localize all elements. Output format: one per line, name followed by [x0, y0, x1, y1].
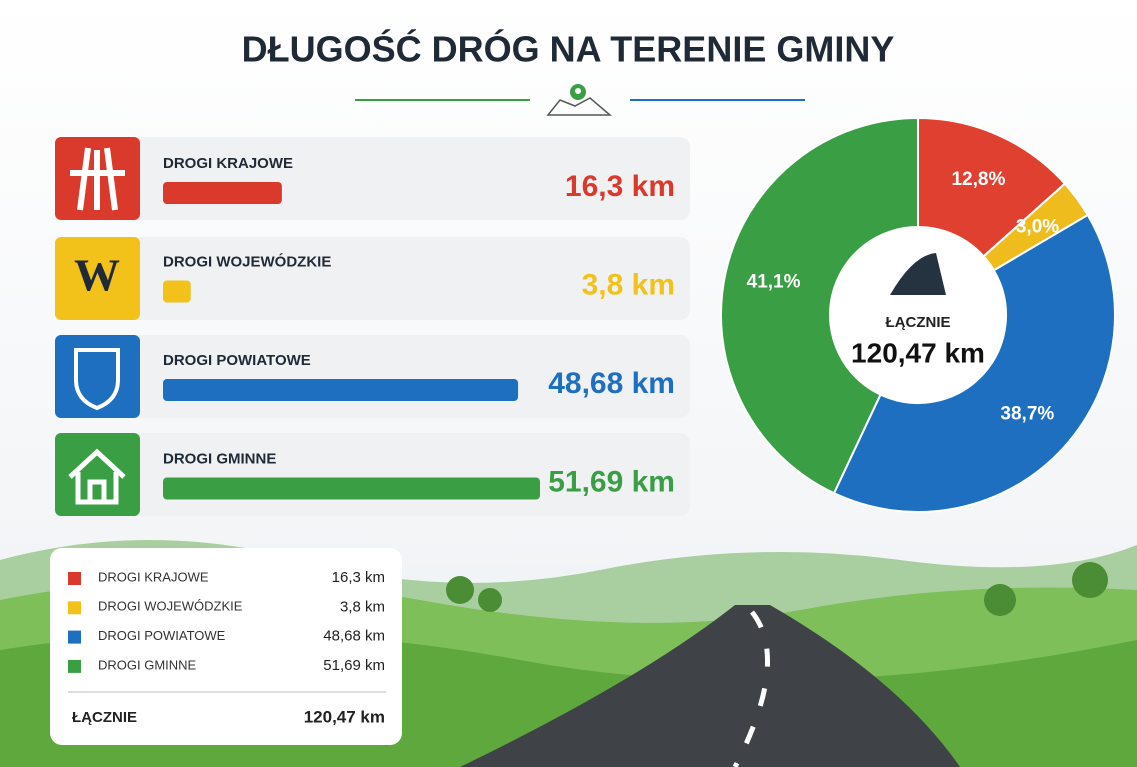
table-value: 16,3 km [332, 569, 385, 586]
title: DŁUGOŚĆ DRÓG NA TERENIE GMINY [242, 28, 895, 70]
svg-text:W: W [74, 250, 120, 301]
total-label: ŁĄCZNIE [72, 709, 137, 726]
table-box [50, 548, 402, 745]
slice-label: 3,0% [1016, 217, 1059, 238]
donut-hole [830, 227, 1006, 403]
bar [163, 477, 540, 500]
table-name: DROGI WOJEWÓDZKIE [98, 599, 243, 614]
title-decoration [355, 84, 805, 116]
category-label: DROGI WOJEWÓDZKIE [163, 252, 331, 270]
bar [163, 379, 519, 401]
value-label: 48,68 km [548, 367, 675, 400]
bar [163, 280, 191, 303]
category-label: DROGI POWIATOWE [163, 352, 311, 369]
value-label: 3,8 km [582, 268, 675, 301]
value-label: 51,69 km [548, 465, 675, 498]
center-label: ŁĄCZNIE [886, 314, 951, 331]
legend-swatch [68, 630, 81, 644]
value-label: 16,3 km [565, 170, 675, 203]
legend-swatch [68, 601, 81, 615]
table-value: 48,68 km [323, 628, 385, 645]
table-name: DROGI GMINNE [98, 657, 197, 672]
table-value: 3,8 km [340, 598, 385, 615]
road-icon [890, 253, 946, 295]
slice-label: 12,8% [951, 169, 1005, 190]
legend-swatch [68, 572, 81, 585]
table-value: 51,69 km [323, 657, 385, 674]
category-label: DROGI GMINNE [163, 450, 276, 467]
legend-swatch [68, 659, 81, 673]
center-value: 120,47 km [851, 337, 985, 368]
total-value: 120,47 km [304, 707, 385, 726]
bar [163, 182, 282, 204]
slice-label: 41,1% [747, 272, 801, 293]
table-name: DROGI KRAJOWE [98, 569, 209, 584]
category-label: DROGI KRAJOWE [163, 155, 293, 172]
table-name: DROGI POWIATOWE [98, 628, 226, 643]
slice-label: 38,7% [1000, 404, 1054, 425]
